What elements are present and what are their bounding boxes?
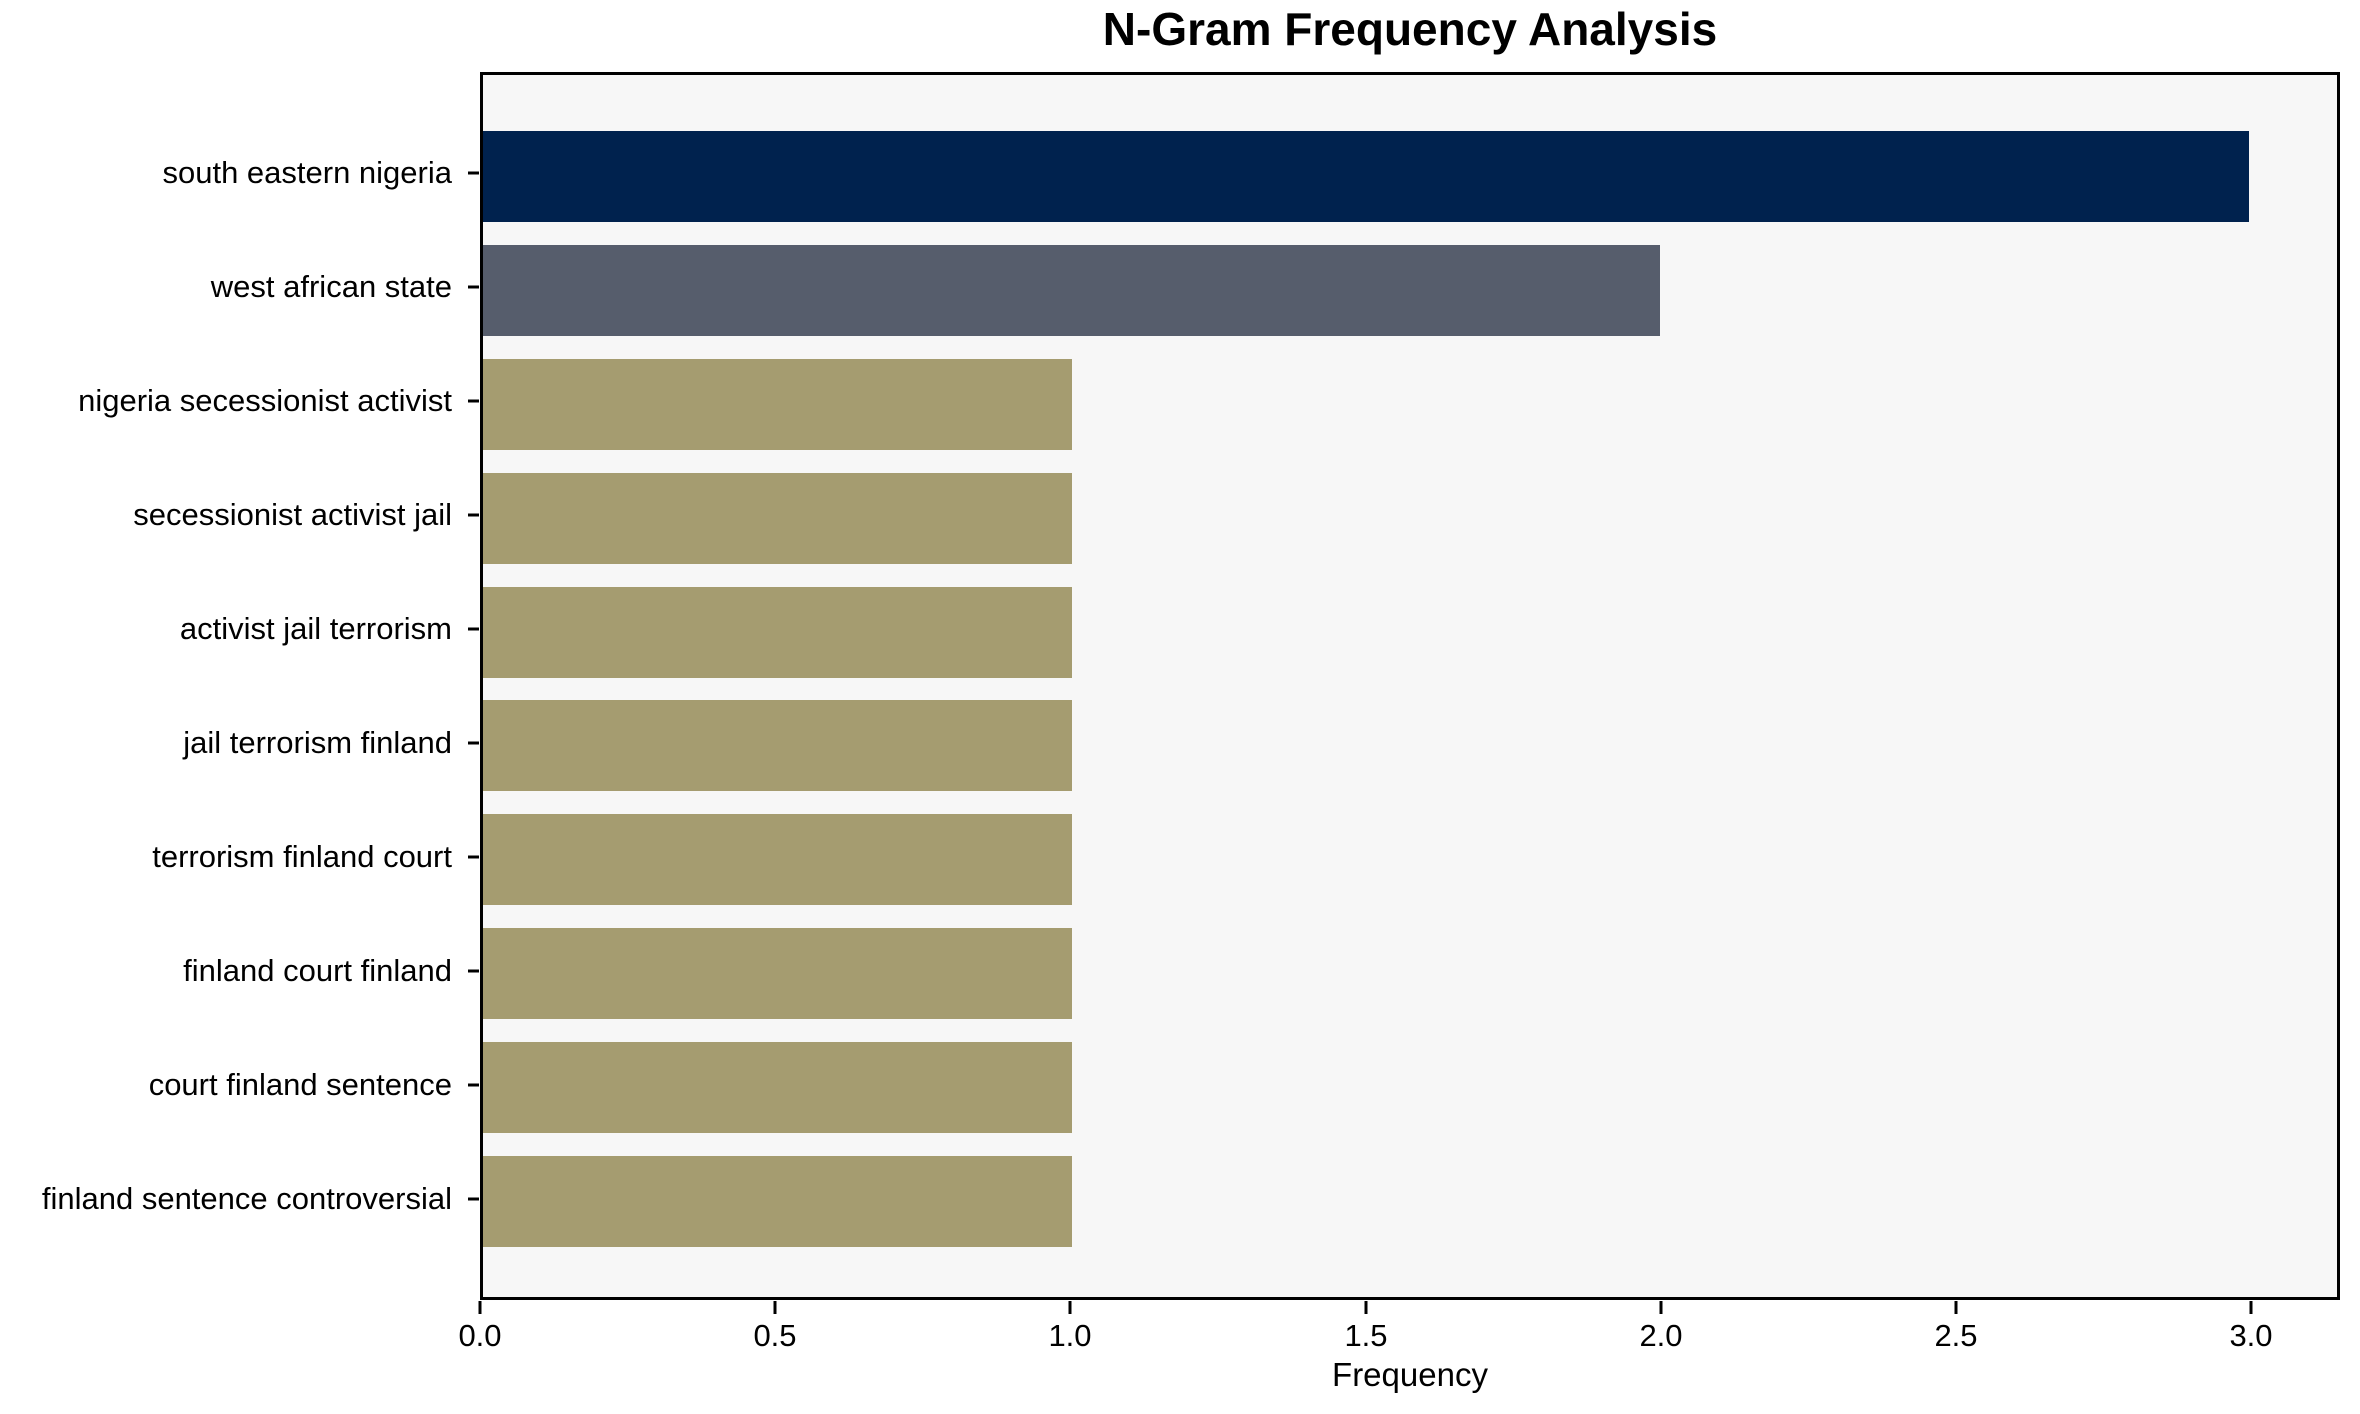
y-tick-label: finland sentence controversial <box>41 1181 452 1216</box>
y-tick-label: nigeria secessionist activist <box>78 383 452 418</box>
y-tick-mark <box>468 171 479 175</box>
y-tick-mark <box>468 741 479 745</box>
bar-terrorism-finland-court <box>483 814 1072 905</box>
y-tick-label: finland court finland <box>183 953 452 988</box>
x-tick-label: 0.0 <box>458 1318 502 1353</box>
x-tick-label: 0.5 <box>753 1318 797 1353</box>
y-tick-label: jail terrorism finland <box>183 725 452 760</box>
bar-nigeria-secessionist-activist <box>483 359 1072 450</box>
y-tick-label: activist jail terrorism <box>179 611 452 646</box>
x-tick-mark <box>1659 1301 1663 1314</box>
x-tick-mark <box>1068 1301 1072 1314</box>
y-tick-mark <box>468 1197 479 1201</box>
x-tick-label: 2.5 <box>1934 1318 1978 1353</box>
y-tick-label: terrorism finland court <box>152 839 452 874</box>
y-tick-label: court finland sentence <box>148 1067 452 1102</box>
y-tick-mark <box>468 969 479 973</box>
x-tick-mark <box>478 1301 482 1314</box>
x-tick-label: 1.5 <box>1344 1318 1388 1353</box>
x-tick-mark <box>1954 1301 1958 1314</box>
bar-secessionist-activist-jail <box>483 473 1072 564</box>
y-tick-label: secessionist activist jail <box>133 497 452 532</box>
bar-west-african-state <box>483 245 1661 336</box>
chart-title: N-Gram Frequency Analysis <box>1102 3 1718 55</box>
bar-south-eastern-nigeria <box>483 131 2249 222</box>
y-tick-mark <box>468 399 479 403</box>
x-tick-label: 3.0 <box>2229 1318 2273 1353</box>
x-tick-label: 1.0 <box>1048 1318 1092 1353</box>
bar-finland-sentence-controversial <box>483 1156 1072 1247</box>
y-tick-mark <box>468 855 479 859</box>
x-axis-label: Frequency <box>1332 1356 1488 1393</box>
bar-activist-jail-terrorism <box>483 587 1072 678</box>
x-tick-label: 2.0 <box>1639 1318 1683 1353</box>
y-tick-label: south eastern nigeria <box>162 155 452 190</box>
y-tick-mark <box>468 627 479 631</box>
y-tick-mark <box>468 1083 479 1087</box>
x-tick-mark <box>773 1301 777 1314</box>
bar-jail-terrorism-finland <box>483 700 1072 791</box>
x-tick-mark <box>2249 1301 2253 1314</box>
plot-area <box>480 72 2340 1300</box>
y-tick-label: west african state <box>210 269 452 304</box>
x-tick-mark <box>1364 1301 1368 1314</box>
y-tick-mark <box>468 513 479 517</box>
bar-court-finland-sentence <box>483 1042 1072 1133</box>
y-tick-mark <box>468 285 479 289</box>
bar-finland-court-finland <box>483 928 1072 1019</box>
